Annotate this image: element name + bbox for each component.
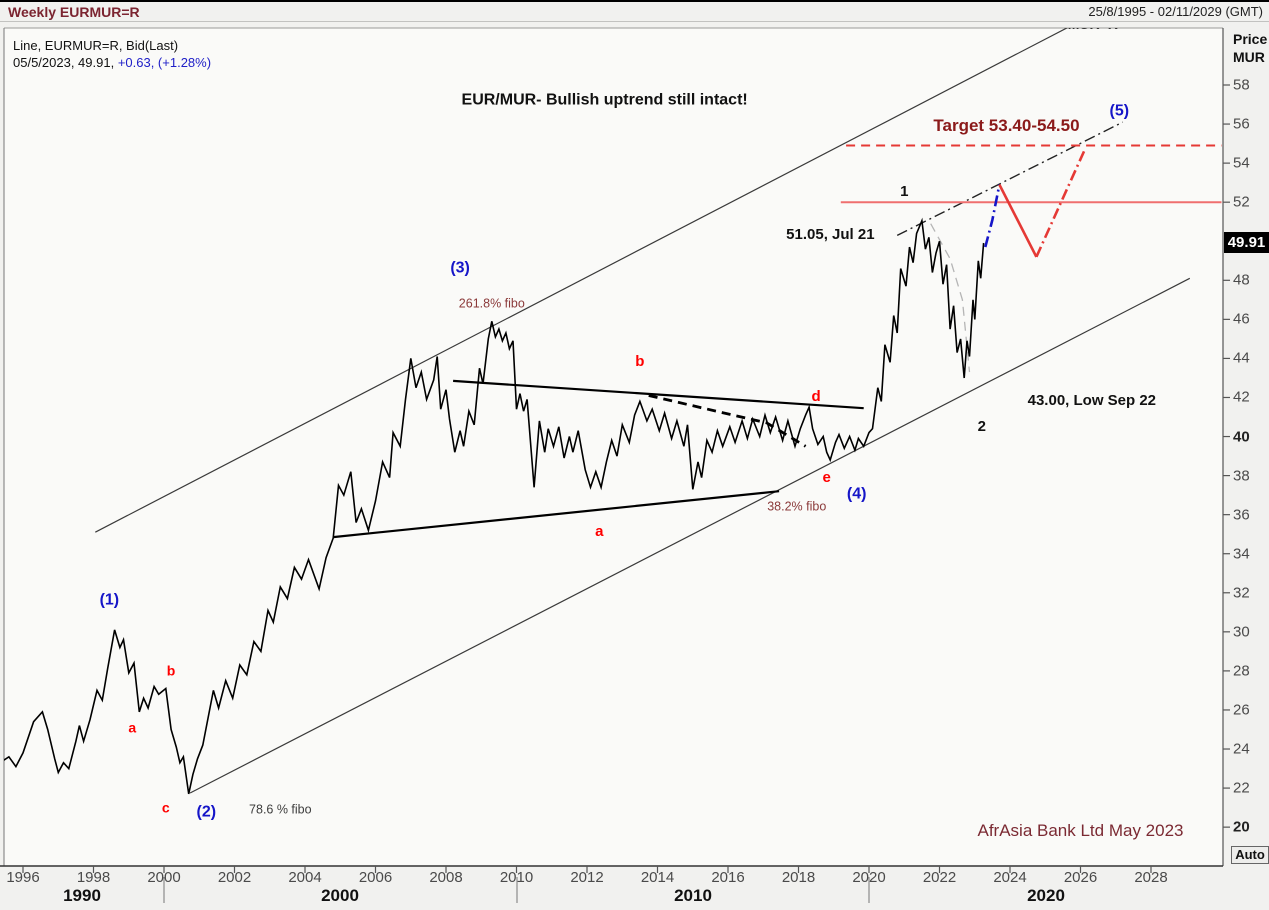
jul21-high-label: 51.05, Jul 21 [786, 226, 875, 244]
x-tick-label-2012: 2012 [570, 869, 604, 886]
y-tick-label-26: 26 [1233, 701, 1250, 719]
x-tick-label-2006: 2006 [358, 869, 393, 886]
y-tick-label-46: 46 [1233, 310, 1250, 328]
decade-label-2000: 2000 [321, 886, 359, 905]
x-tick-label-2022: 2022 [922, 869, 957, 886]
legend-date-price: 05/5/2023, 49.91, [13, 55, 118, 70]
wave-5-label: (5) [1109, 102, 1130, 120]
x-tick-label-1998: 1998 [76, 869, 111, 886]
fibo-786-label: 78.6 % fibo [249, 802, 312, 816]
wave-4-label: (4) [846, 485, 867, 503]
x-tick-label-2028: 2028 [1134, 869, 1168, 886]
last-price-badge: 49.91 [1224, 231, 1269, 253]
price-axis-currency: MUR [1233, 49, 1265, 65]
y-tick-label-56: 56 [1233, 115, 1250, 133]
legend-line-2: 05/5/2023, 49.91, +0.63, (+1.28%) [13, 54, 211, 71]
y-tick-label-34: 34 [1233, 545, 1250, 563]
triangle-e-label: e [822, 468, 831, 486]
triangle-d-label: d [811, 388, 821, 406]
auto-scale-button[interactable]: Auto [1231, 846, 1269, 864]
abc-b-label: b [166, 662, 176, 679]
wave-2-label: (2) [196, 804, 217, 822]
x-tick-label-2026: 2026 [1063, 869, 1098, 886]
price-axis-unit: Price MUR [1233, 30, 1267, 66]
triangle-a-label: a [595, 523, 604, 541]
red-projection-up [1035, 150, 1086, 258]
x-tick-label-2018: 2018 [781, 869, 816, 886]
y-tick-label-32: 32 [1233, 584, 1250, 602]
abc-c-label: c [161, 799, 170, 816]
y-tick-label-20: 20 [1233, 818, 1250, 836]
price-line [4, 217, 985, 795]
chart-header-title: Weekly EURMUR=R [8, 4, 140, 20]
sep22-low-label: 43.00, Low Sep 22 [1027, 392, 1157, 410]
y-tick-label-38: 38 [1233, 467, 1250, 485]
y-tick-label-52: 52 [1233, 193, 1250, 211]
red-wave-2-label: 2 [977, 417, 986, 435]
legend-change: +0.63, (+1.28%) [117, 55, 212, 70]
decade-label-2020: 2020 [1027, 886, 1065, 905]
y-tick-label-42: 42 [1233, 388, 1250, 406]
clipped-top-label-text: MUR=R [1058, 28, 1128, 32]
chart-title: EUR/MUR- Bullish uptrend still intact! [461, 91, 748, 109]
fibo-261-label: 261.8% fibo [458, 296, 525, 311]
x-tick-label-2008: 2008 [429, 869, 463, 886]
upper-channel-line [95, 28, 1069, 533]
price-axis-label: Price [1233, 31, 1268, 47]
triangle-bd-line [453, 379, 864, 410]
triangle-b-label: b [635, 353, 645, 371]
decade-label-1990: 1990 [63, 886, 101, 905]
abc-a-label: a [128, 719, 137, 736]
header-separator [0, 21, 1269, 22]
x-tick-label-2014: 2014 [640, 869, 675, 886]
fibo-382-label: 38.2% fibo [767, 499, 827, 514]
y-tick-label-58: 58 [1233, 76, 1250, 94]
x-tick-label-2000: 2000 [147, 869, 181, 886]
wave-1-label: (1) [99, 591, 120, 609]
y-tick-label-28: 28 [1233, 662, 1250, 680]
y-tick-label-54: 54 [1233, 154, 1250, 172]
target-label: Target 53.40-54.50 [933, 116, 1080, 136]
y-tick-label-40: 40 [1233, 428, 1250, 446]
legend: Line, EURMUR=R, Bid(Last) 05/5/2023, 49.… [13, 37, 211, 71]
lower-channel-line [189, 277, 1191, 794]
credit-label: AfrAsia Bank Ltd May 2023 [977, 821, 1184, 841]
y-tick-label-48: 48 [1233, 271, 1250, 289]
decade-label-2010: 2010 [674, 886, 712, 905]
y-tick-label-24: 24 [1233, 740, 1250, 758]
clipped-top-label: MUR=R [1058, 28, 1128, 33]
y-tick-label-22: 22 [1233, 779, 1250, 797]
gray-retracement-dashed [930, 223, 971, 373]
blue-projection-up [984, 184, 1001, 248]
x-tick-label-2020: 2020 [852, 869, 886, 886]
red-projection-down [998, 184, 1038, 258]
y-tick-label-36: 36 [1233, 506, 1250, 524]
x-tick-label-1996: 1996 [6, 869, 40, 886]
x-tick-label-2002: 2002 [217, 869, 252, 886]
chart-date-range: 25/8/1995 - 02/11/2029 (GMT) [1088, 4, 1263, 19]
red-wave-1-label: 1 [900, 183, 909, 201]
triangle-ac-line [333, 490, 780, 539]
y-tick-label-44: 44 [1233, 349, 1250, 367]
window-top-border [0, 0, 1269, 2]
x-tick-label-2004: 2004 [288, 869, 322, 886]
wave-3-label: (3) [450, 259, 470, 277]
wave5-projection-trendline [896, 121, 1124, 237]
x-tick-label-2016: 2016 [711, 869, 745, 886]
x-tick-label-2024: 2024 [993, 869, 1027, 886]
legend-line-1: Line, EURMUR=R, Bid(Last) [13, 38, 179, 53]
y-tick-label-30: 30 [1233, 623, 1250, 641]
x-tick-label-2010: 2010 [499, 869, 534, 886]
